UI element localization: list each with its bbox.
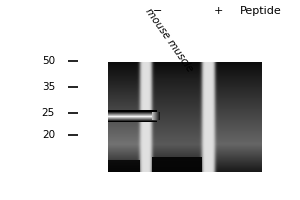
Text: 35: 35 [42, 82, 55, 92]
Text: +: + [213, 6, 223, 16]
Text: 25: 25 [42, 108, 55, 118]
Text: 50: 50 [42, 56, 55, 66]
Text: −: − [153, 6, 163, 16]
Text: 20: 20 [42, 130, 55, 140]
Text: Peptide: Peptide [240, 6, 282, 16]
Text: mouse muscle: mouse muscle [144, 6, 195, 73]
